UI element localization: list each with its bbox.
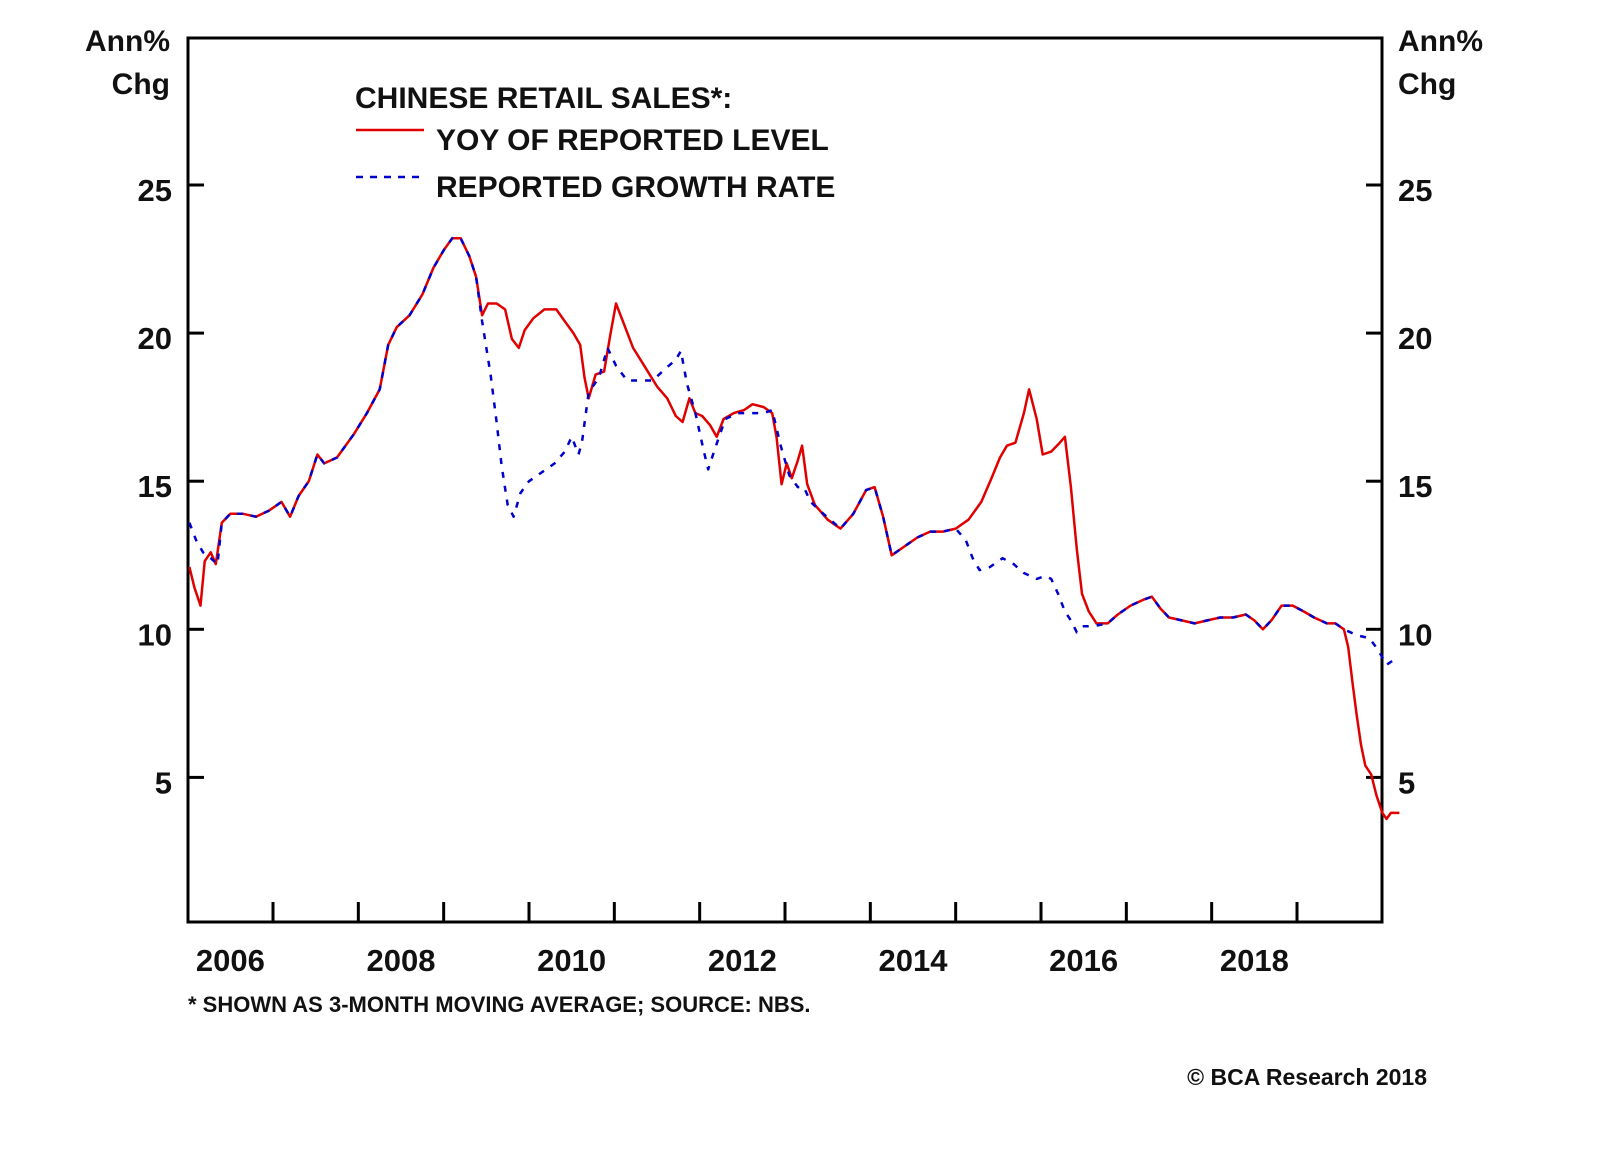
footnote: * SHOWN AS 3-MONTH MOVING AVERAGE; SOURC… bbox=[188, 992, 811, 1017]
y-tick-label-right: 5 bbox=[1398, 765, 1415, 800]
x-ticks: 2006 2008 2010 2012 2014 2016 2018 bbox=[196, 902, 1299, 978]
legend-title: CHINESE RETAIL SALES*: bbox=[355, 82, 732, 115]
x-tick-label: 2010 bbox=[537, 943, 606, 978]
x-tick-label: 2006 bbox=[196, 943, 265, 978]
y-tick-label-right: 20 bbox=[1398, 321, 1432, 356]
x-tick-label: 2008 bbox=[367, 943, 436, 978]
y-tick-label-left: 15 bbox=[138, 469, 172, 504]
y-tick-label-right: 25 bbox=[1398, 173, 1432, 208]
left-axis-unit-line2: Chg bbox=[112, 68, 170, 101]
y-tick-label-left: 5 bbox=[155, 765, 172, 800]
series-line-reported-growth-rate bbox=[188, 237, 1400, 667]
copyright: © BCA Research 2018 bbox=[1187, 1064, 1427, 1090]
y-ticks: 5 5 10 10 15 15 20 20 25 25 bbox=[138, 173, 1433, 800]
x-tick-label: 2012 bbox=[708, 943, 777, 978]
legend-label-yoy: YOY OF REPORTED LEVEL bbox=[436, 124, 829, 157]
left-axis-unit-line1: Ann% bbox=[85, 25, 170, 58]
y-tick-label-right: 10 bbox=[1398, 617, 1432, 652]
y-tick-label-right: 15 bbox=[1398, 469, 1432, 504]
y-tick-label-left: 10 bbox=[138, 617, 172, 652]
x-tick-label: 2018 bbox=[1220, 943, 1289, 978]
right-axis-unit-line2: Chg bbox=[1398, 68, 1456, 101]
right-axis-unit-line1: Ann% bbox=[1398, 25, 1483, 58]
legend: CHINESE RETAIL SALES*: YOY OF REPORTED L… bbox=[355, 82, 835, 204]
legend-label-growth: REPORTED GROWTH RATE bbox=[436, 171, 835, 204]
series-layer bbox=[188, 237, 1400, 821]
y-tick-label-left: 25 bbox=[138, 173, 172, 208]
y-tick-label-left: 20 bbox=[138, 321, 172, 356]
x-tick-label: 2014 bbox=[879, 943, 949, 978]
x-tick-label: 2016 bbox=[1049, 943, 1118, 978]
